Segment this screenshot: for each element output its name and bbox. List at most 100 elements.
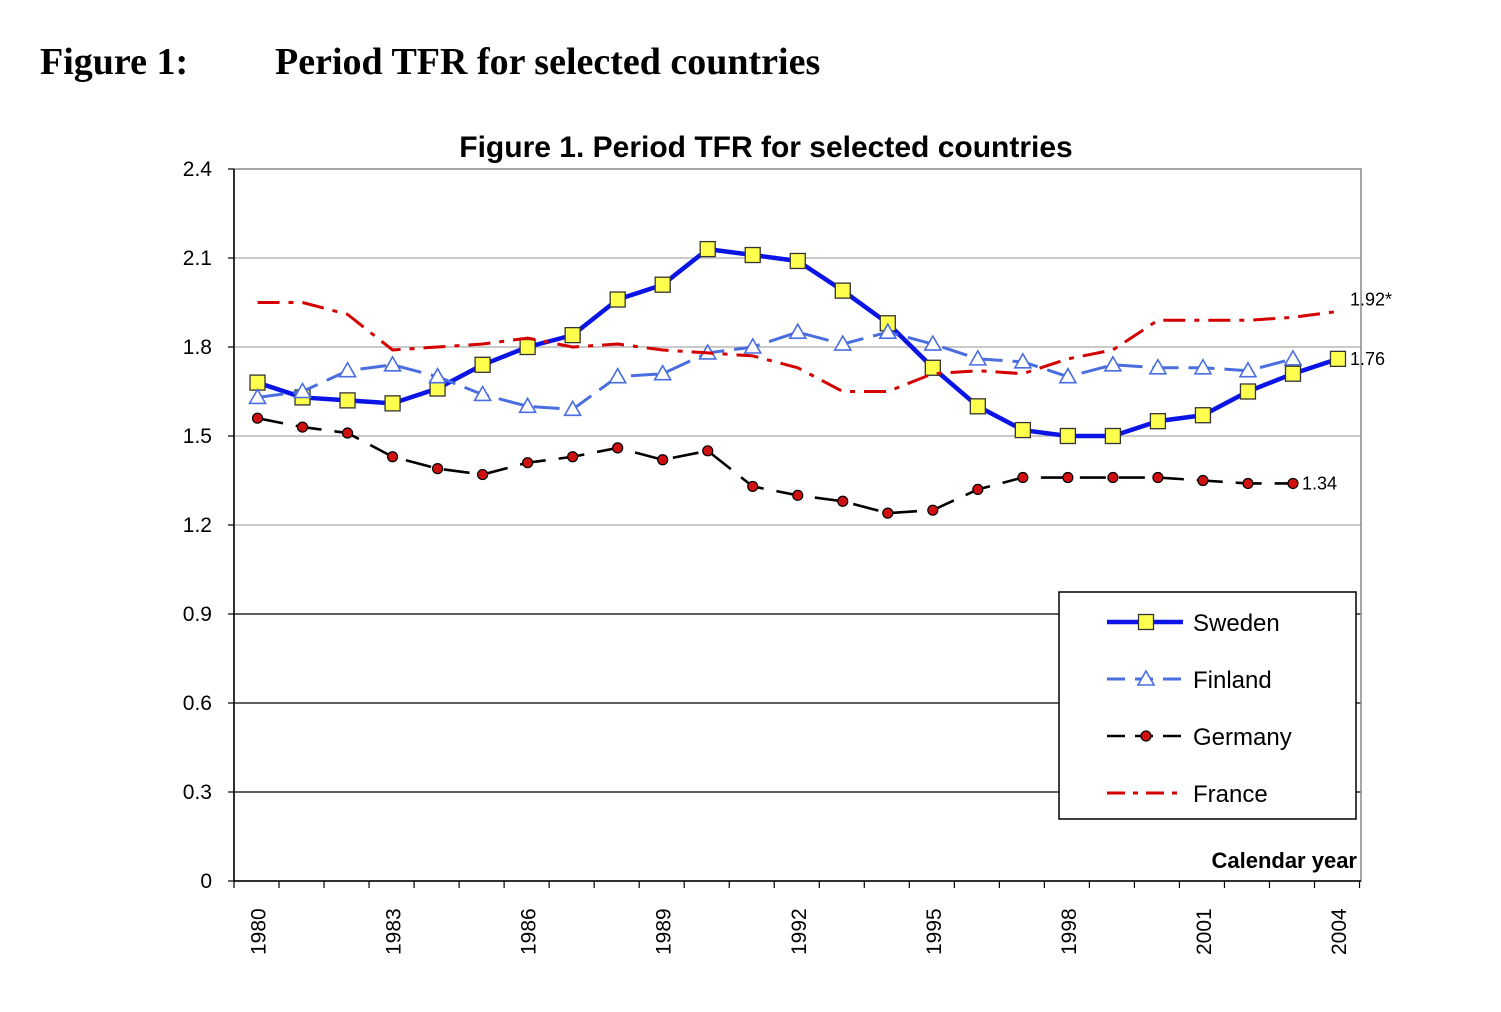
x-tick-label-2004: 2004: [1328, 908, 1351, 955]
figure-caption-number: Figure 1:: [40, 41, 189, 83]
legend-label-sweden: Sweden: [1193, 610, 1280, 637]
end-labels: 1.76 1.34 1.92*: [1302, 289, 1392, 493]
point-finland-1993: [833, 334, 853, 351]
point-germany-1995: [927, 504, 939, 516]
y-tick-label-0.6: 0.6: [183, 692, 212, 715]
point-germany-2001: [1197, 474, 1209, 487]
point-finland-1983: [383, 355, 402, 372]
legend-box: [1058, 591, 1357, 820]
point-germany-1985: [477, 468, 489, 481]
end-label-sweden: 1.76: [1350, 349, 1385, 369]
point-germany-1996: [972, 483, 984, 495]
point-germany-1994: [882, 507, 894, 519]
legend-marker-germany: [1140, 730, 1152, 742]
point-sweden-1991: [744, 246, 761, 264]
series-germany: [251, 412, 1299, 519]
series-france: [257, 301, 1339, 393]
x-tick-label-1986: 1986: [518, 908, 541, 955]
point-finland-1992: [788, 322, 808, 339]
point-sweden-1983: [384, 395, 401, 412]
figure-caption-text: Period TFR for selected countries: [275, 41, 821, 83]
point-germany-2003: [1287, 477, 1299, 490]
point-sweden-2002: [1239, 383, 1257, 400]
legend-label-finland: Finland: [1193, 667, 1272, 694]
x-axis-label: Calendar year: [1211, 848, 1357, 873]
series-finland: [248, 322, 1303, 417]
end-label-france: 1.92*: [1350, 289, 1392, 309]
x-tick-label-1980: 1980: [248, 908, 271, 955]
point-germany-1983: [386, 451, 399, 463]
point-finland-1982: [338, 361, 357, 378]
x-tick-label-1983: 1983: [383, 908, 406, 955]
point-finland-1995: [923, 334, 943, 351]
point-germany-1998: [1062, 471, 1074, 484]
x-tick-label-2001: 2001: [1193, 908, 1216, 955]
point-sweden-1982: [339, 392, 356, 409]
point-finland-2002: [1238, 361, 1258, 378]
x-tick-label-1992: 1992: [788, 908, 811, 955]
y-tick-label-0: 0: [200, 870, 212, 893]
point-finland-2003: [1283, 349, 1303, 366]
point-germany-1988: [612, 442, 624, 454]
point-sweden-1995: [924, 359, 941, 376]
point-germany-1997: [1017, 471, 1029, 484]
point-germany-1986: [522, 457, 534, 469]
end-label-germany: 1.34: [1302, 473, 1337, 493]
point-sweden-1987: [564, 326, 581, 344]
y-tick-label-2.1: 2.1: [183, 247, 212, 270]
y-tick-label-2.4: 2.4: [183, 158, 213, 181]
point-sweden-1989: [654, 276, 671, 293]
point-finland-1996: [968, 349, 988, 366]
point-finland-2000: [1148, 358, 1168, 375]
point-finland-1988: [608, 367, 628, 384]
x-tick-label-1989: 1989: [653, 908, 676, 955]
point-sweden-1998: [1059, 427, 1077, 445]
series-line-sweden: [256, 246, 1339, 439]
point-germany-2000: [1152, 471, 1164, 484]
point-finland-1997: [1013, 352, 1033, 369]
point-finland-2001: [1193, 358, 1213, 375]
point-finland-1985: [473, 384, 492, 402]
point-germany-1989: [657, 454, 669, 466]
series-line-finland: [257, 330, 1294, 411]
chart-title: Figure 1. Period TFR for selected countr…: [459, 131, 1072, 164]
point-finland-1999: [1103, 355, 1123, 372]
legend: Sweden Finland Germany France: [1058, 591, 1357, 820]
point-germany-1980: [251, 412, 264, 424]
axes: 0 0.3 0.6 0.9 1.2 1.5 1.8 2.1 2.4 1980 1983 1986 198…: [183, 158, 1361, 955]
point-finland-1980: [248, 387, 267, 405]
y-tick-label-1.2: 1.2: [183, 514, 212, 537]
y-tick-label-1.8: 1.8: [183, 336, 212, 359]
point-germany-1991: [747, 480, 759, 493]
point-germany-1999: [1107, 471, 1119, 484]
legend-label-germany: Germany: [1193, 724, 1292, 751]
legend-label-france: France: [1193, 781, 1268, 808]
point-finland-1991: [743, 337, 763, 354]
point-finland-1986: [518, 396, 538, 414]
point-sweden-1990: [699, 240, 716, 258]
point-finland-1981: [293, 381, 312, 399]
point-sweden-1996: [969, 398, 986, 415]
point-germany-1990: [702, 445, 714, 457]
point-germany-1992: [792, 489, 804, 501]
point-sweden-2004: [1329, 350, 1347, 368]
y-tick-label-0.3: 0.3: [183, 781, 212, 804]
x-tick-label-1995: 1995: [923, 908, 946, 955]
point-sweden-2003: [1284, 365, 1302, 382]
point-sweden-2000: [1149, 413, 1167, 430]
point-finland-1998: [1058, 367, 1078, 384]
series-line-france: [257, 301, 1339, 393]
point-sweden-1992: [789, 252, 806, 270]
point-finland-1987: [563, 399, 583, 417]
series-line-germany: [257, 416, 1293, 515]
y-tick-label-1.5: 1.5: [183, 425, 212, 448]
legend-marker-finland: [1136, 669, 1156, 686]
point-sweden-1999: [1104, 427, 1122, 445]
legend-marker-sweden: [1137, 613, 1155, 631]
point-germany-1982: [341, 427, 354, 439]
point-sweden-1985: [474, 356, 491, 373]
point-germany-1987: [567, 451, 579, 463]
point-sweden-1993: [834, 282, 851, 299]
point-finland-1989: [653, 364, 673, 381]
